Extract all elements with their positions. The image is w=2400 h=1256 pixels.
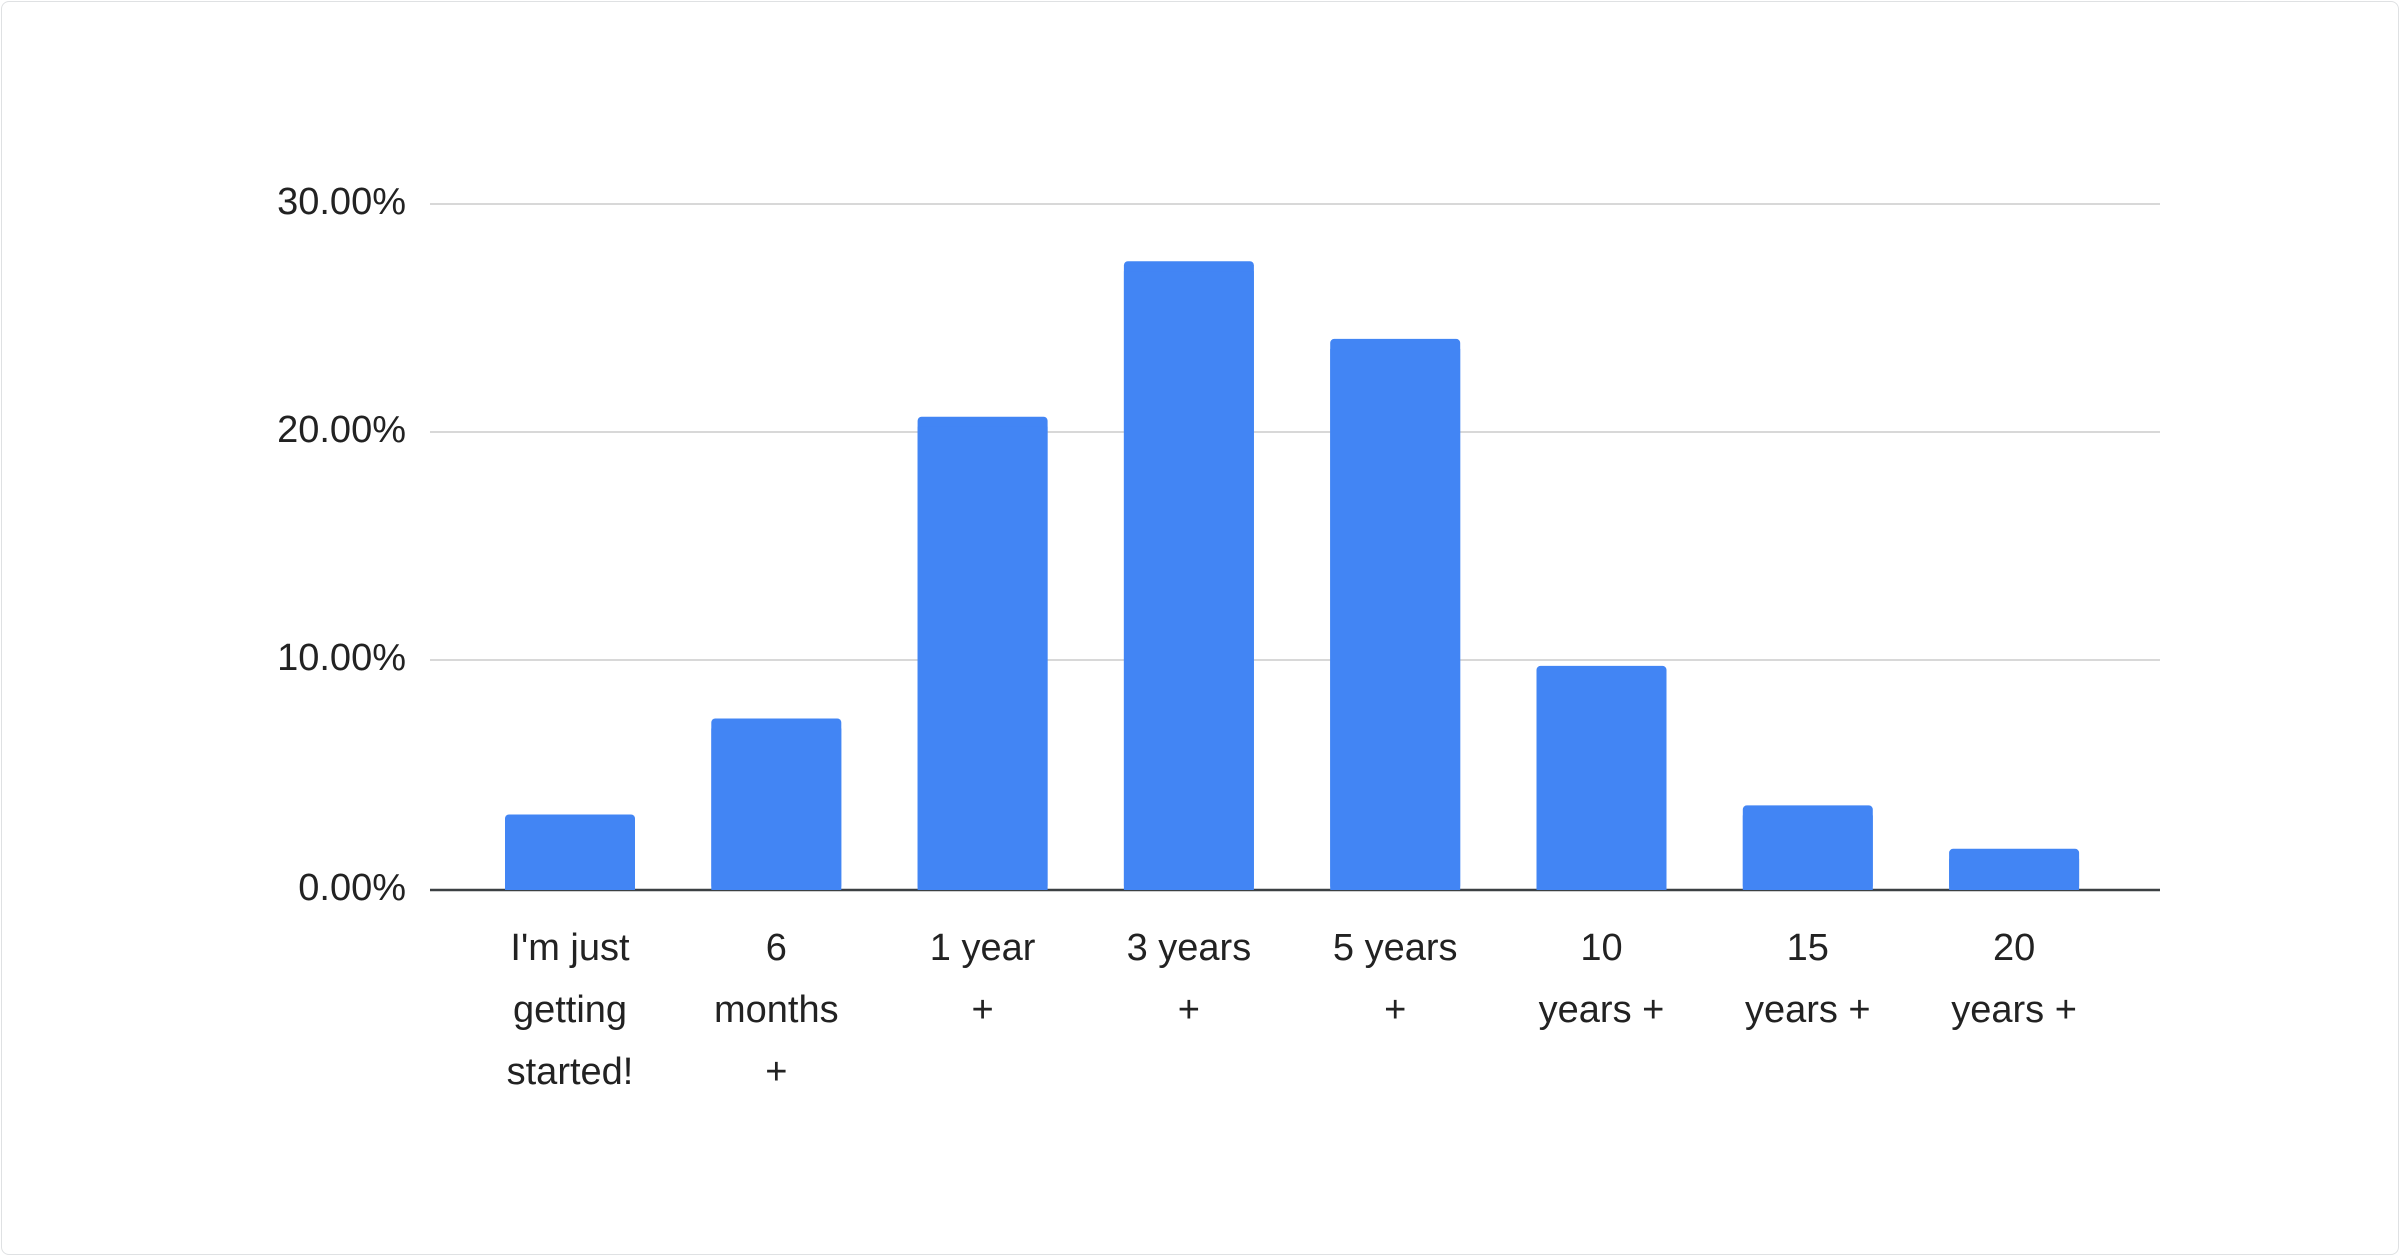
svg-text:1 year+: 1 year + <box>930 927 1036 1031</box>
svg-text:20.00%: 20.00% <box>277 409 406 451</box>
svg-text:30.00%: 30.00% <box>277 181 406 223</box>
svg-text:10.00%: 10.00% <box>277 637 406 679</box>
svg-text:0.00%: 0.00% <box>298 867 406 909</box>
svg-text:5 years+: 5 years + <box>1333 927 1458 1031</box>
svg-text:3 years+: 3 years + <box>1127 927 1252 1031</box>
